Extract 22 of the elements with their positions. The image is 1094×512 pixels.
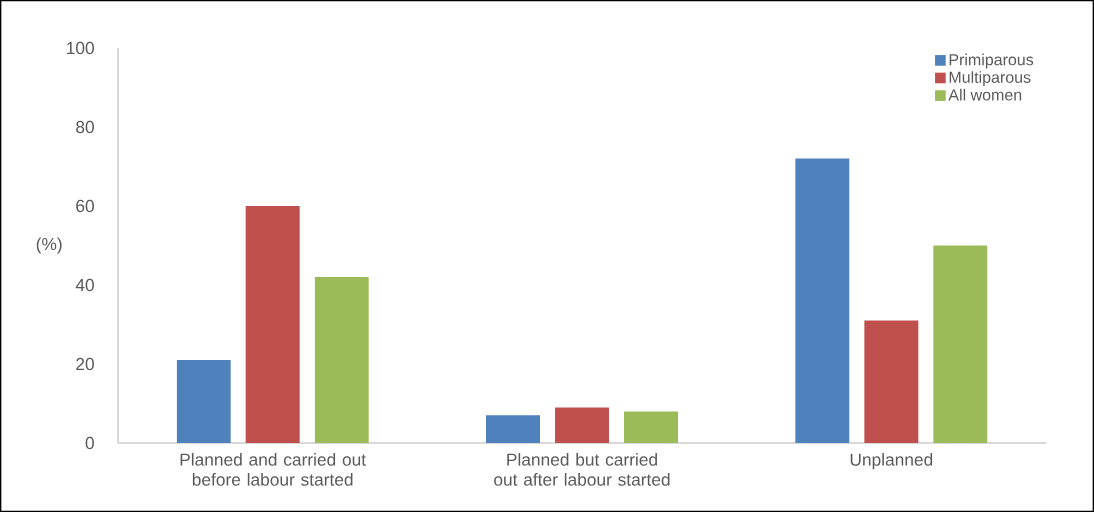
bar	[624, 411, 679, 443]
bar	[245, 206, 300, 443]
legend-label: All women	[948, 88, 1022, 101]
bar	[864, 320, 919, 443]
y-tick-label: 40	[75, 278, 94, 292]
y-tick-label: 20	[76, 357, 94, 371]
y-tick-label: 0	[85, 436, 94, 450]
bar	[795, 158, 850, 443]
bar	[555, 407, 610, 443]
x-tick-label: Planned but carried out after labour started	[494, 453, 670, 486]
x-tick-label: Unplanned	[850, 453, 933, 470]
legend-label: Primiparous	[949, 53, 1034, 69]
y-tick-label: 100	[67, 41, 94, 55]
x-tick-label: Planned and carried out before labour started	[180, 453, 366, 486]
y-axis-title: (%)	[36, 237, 62, 254]
y-tick-label: 60	[76, 199, 94, 213]
legend-label: Multiparous	[949, 71, 1031, 87]
bar	[176, 360, 231, 443]
bar	[486, 415, 541, 443]
bar	[933, 245, 988, 443]
bar	[314, 277, 369, 443]
y-tick-label: 80	[76, 120, 94, 134]
